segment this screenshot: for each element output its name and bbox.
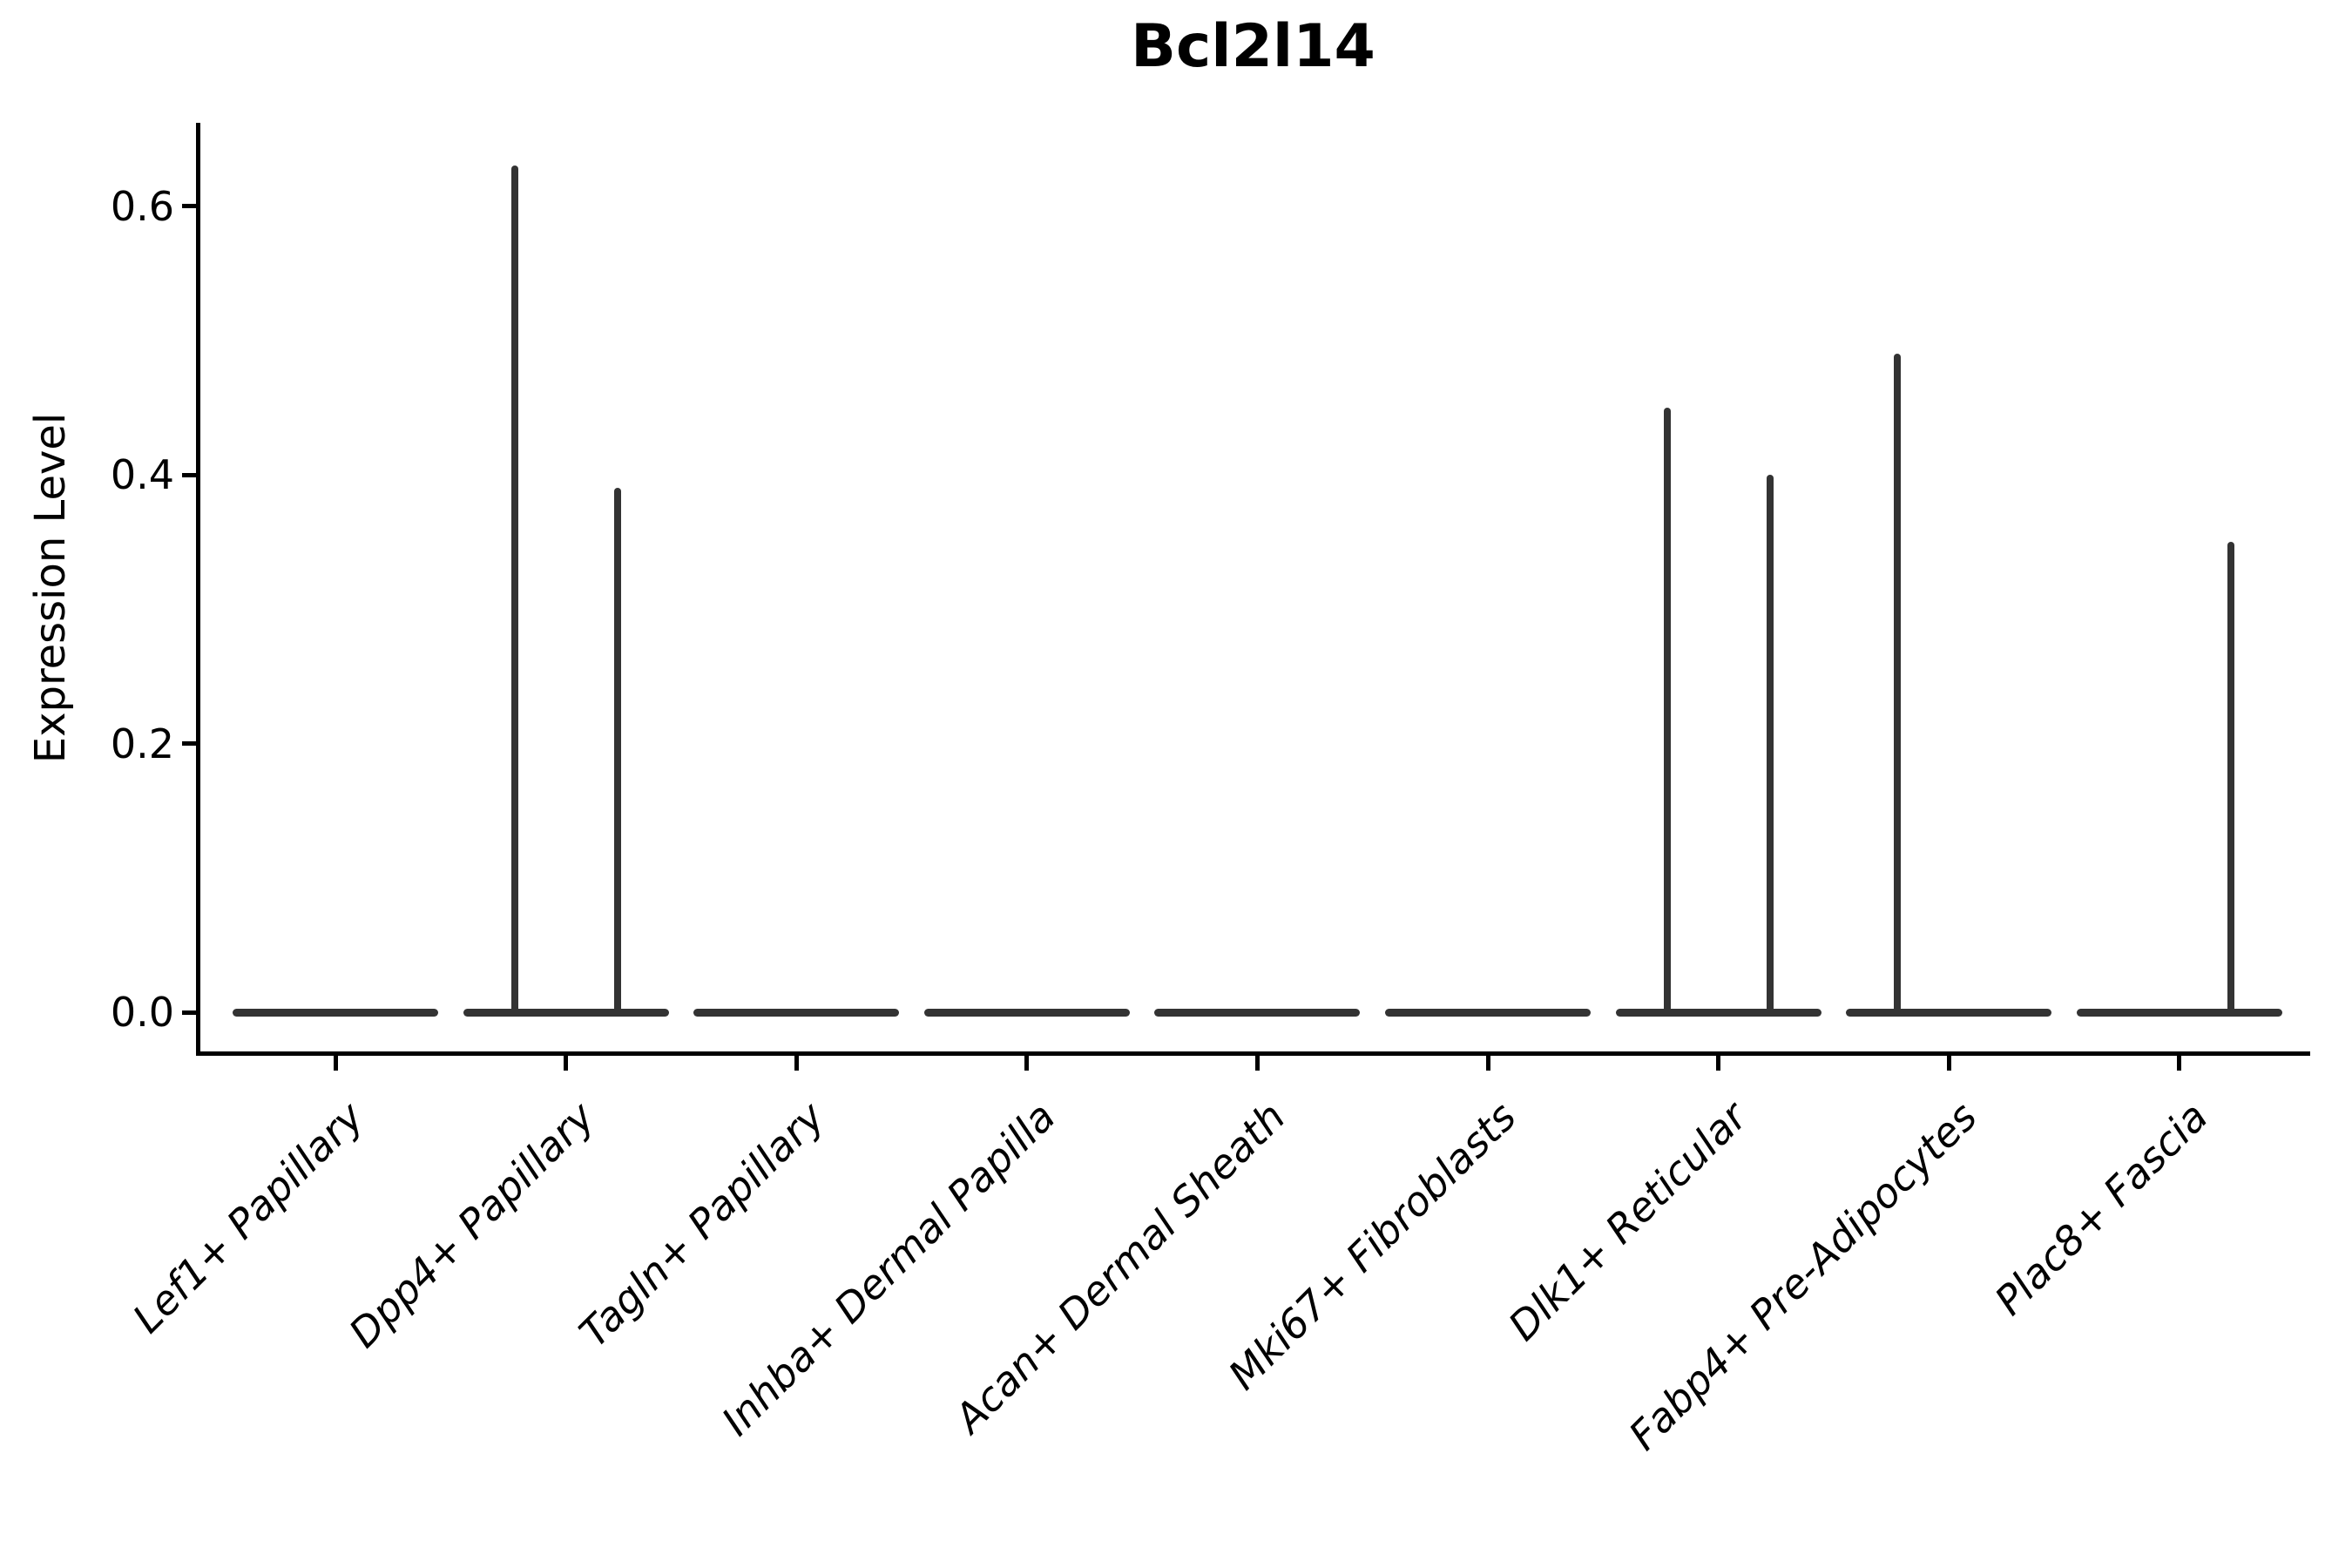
x-tick-mark (2177, 1056, 2182, 1071)
violin-spike (1766, 475, 1774, 1012)
violin-base (1154, 1008, 1361, 1017)
x-tick-mark (1716, 1056, 1721, 1071)
y-tick-label: 0.4 (110, 451, 174, 498)
y-tick-label: 0.0 (110, 989, 174, 1036)
x-tick-mark (1946, 1056, 1951, 1071)
violin-base (463, 1008, 669, 1017)
y-tick-mark (182, 204, 196, 208)
violin-base (233, 1008, 438, 1017)
y-tick-mark (182, 1010, 196, 1015)
x-tick-mark (1485, 1056, 1490, 1071)
y-tick-mark (182, 741, 196, 746)
x-tick-mark (794, 1056, 799, 1071)
x-tick-mark (1024, 1056, 1030, 1071)
x-axis-spine (196, 1051, 2310, 1056)
plot-title: Bcl2l14 (1131, 12, 1375, 81)
violin-spike (1663, 407, 1671, 1012)
violin-spike (2227, 542, 2234, 1012)
y-tick-label: 0.6 (110, 182, 174, 230)
y-axis-spine (196, 123, 200, 1056)
violin-base (923, 1008, 1130, 1017)
violin-base (693, 1008, 900, 1017)
violin-base (1846, 1008, 2052, 1017)
x-tick-mark (333, 1056, 338, 1071)
violin-spike (613, 488, 621, 1012)
violin-base (1615, 1008, 1821, 1017)
violin-spike (510, 166, 518, 1012)
y-tick-mark (182, 472, 196, 477)
x-tick-mark (1254, 1056, 1260, 1071)
violin-base (1385, 1008, 1591, 1017)
violin-spike (1894, 354, 1902, 1012)
x-tick-mark (564, 1056, 569, 1071)
y-tick-label: 0.2 (110, 720, 174, 767)
violin-base (2076, 1008, 2282, 1017)
